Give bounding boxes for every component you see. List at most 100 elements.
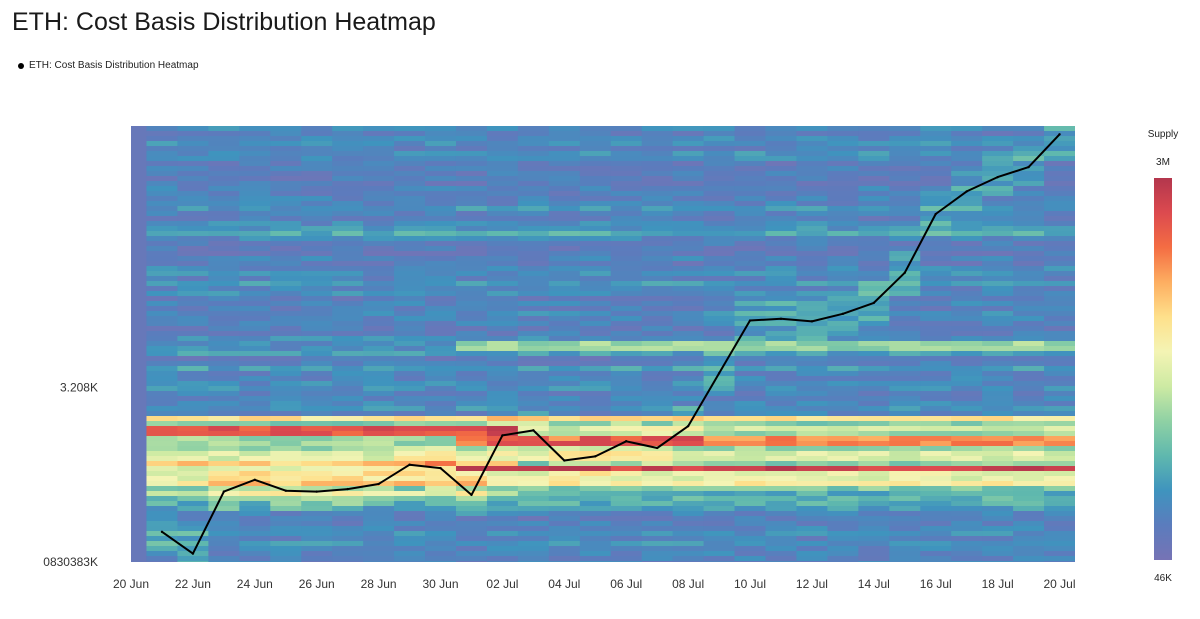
heatmap-cell	[1013, 431, 1045, 437]
heatmap-cell	[827, 131, 859, 137]
heatmap-cell	[332, 196, 364, 202]
heatmap-cell	[455, 441, 488, 447]
heatmap-cell	[765, 211, 797, 217]
heatmap-cell	[703, 461, 736, 467]
heatmap-cell	[765, 456, 797, 462]
heatmap-cell	[889, 426, 921, 432]
heatmap-cell	[517, 226, 550, 232]
heatmap-cell	[796, 386, 828, 392]
heatmap-cell	[332, 531, 364, 537]
heatmap-cell	[146, 316, 178, 322]
heatmap-cell	[548, 451, 581, 457]
heatmap-cell	[146, 391, 178, 397]
heatmap-cell	[177, 471, 209, 477]
heatmap-cell	[579, 211, 612, 217]
heatmap-cell	[301, 156, 333, 162]
heatmap-cell	[920, 501, 952, 507]
heatmap-cell	[641, 561, 674, 562]
heatmap-cell	[920, 476, 952, 482]
heatmap-cell	[239, 296, 271, 302]
heatmap-cell	[641, 451, 674, 457]
heatmap-cell	[363, 561, 395, 562]
heatmap-cell	[982, 531, 1014, 537]
heatmap-cell	[827, 481, 859, 487]
heatmap-cell	[301, 396, 333, 402]
heatmap-cell	[1044, 546, 1075, 552]
heatmap-cell	[703, 321, 736, 327]
heatmap-cell	[301, 446, 333, 452]
heatmap-cell	[332, 296, 364, 302]
heatmap-cell	[146, 506, 178, 512]
heatmap-cell	[796, 291, 828, 297]
heatmap-cell	[610, 321, 643, 327]
heatmap-cell	[208, 361, 240, 367]
heatmap-cell	[579, 251, 612, 257]
heatmap-cell	[827, 306, 859, 312]
heatmap-cell	[579, 366, 612, 372]
heatmap-cell	[239, 511, 271, 517]
heatmap-cell	[1044, 541, 1075, 547]
heatmap-cell	[239, 176, 271, 182]
heatmap-cell	[270, 211, 302, 217]
heatmap-cell	[951, 336, 983, 342]
heatmap-cell	[951, 561, 983, 562]
heatmap-cell	[486, 231, 519, 237]
heatmap-cell	[486, 551, 519, 557]
heatmap-cell	[1044, 296, 1075, 302]
heatmap-cell	[703, 446, 736, 452]
price-point	[594, 455, 597, 458]
heatmap-cell	[270, 126, 302, 132]
heatmap-cell	[301, 216, 333, 222]
heatmap-cell	[486, 386, 519, 392]
heatmap-cell	[548, 136, 581, 142]
heatmap-cell	[796, 316, 828, 322]
heatmap-cell	[177, 351, 209, 357]
heatmap-cell	[146, 241, 178, 247]
heatmap-cell	[332, 426, 364, 432]
heatmap-cell	[703, 156, 736, 162]
chart-legend[interactable]: ETH: Cost Basis Distribution Heatmap	[18, 60, 199, 71]
heatmap-cell	[920, 431, 952, 437]
heatmap-cell	[641, 301, 674, 307]
heatmap-cell	[920, 521, 952, 527]
heatmap-cell	[239, 286, 271, 292]
heatmap-cell	[270, 141, 302, 147]
heatmap-cell	[796, 226, 828, 232]
heatmap-cell	[1044, 391, 1075, 397]
heatmap-cell	[734, 331, 766, 337]
heatmap-cell	[208, 301, 240, 307]
heatmap-cell	[517, 506, 550, 512]
heatmap-cell	[982, 286, 1014, 292]
heatmap-cell	[332, 466, 364, 472]
heatmap-cell	[703, 436, 736, 442]
colorbar: Supply 3M 46K	[1148, 129, 1179, 584]
heatmap-cell	[796, 451, 828, 457]
heatmap-cell	[858, 556, 890, 562]
heatmap-cell	[425, 456, 457, 462]
heatmap-cell	[579, 491, 612, 497]
heatmap-cell	[765, 476, 797, 482]
heatmap-cell	[703, 516, 736, 522]
heatmap-cell	[796, 146, 828, 152]
heatmap-cell	[146, 516, 178, 522]
heatmap-cell	[208, 486, 240, 492]
heatmap-cell	[517, 371, 550, 377]
heatmap-cell	[1013, 291, 1045, 297]
heatmap-cell	[641, 131, 674, 137]
heatmap-cell	[517, 306, 550, 312]
heatmap-cell	[734, 151, 766, 157]
heatmap-cell	[548, 476, 581, 482]
heatmap-cell	[982, 361, 1014, 367]
heatmap-cell	[301, 271, 333, 277]
heatmap-cell	[734, 411, 766, 417]
heatmap-cell	[301, 311, 333, 317]
heatmap-cell	[796, 406, 828, 412]
heatmap-cell	[765, 361, 797, 367]
heatmap-cell	[146, 216, 178, 222]
heatmap-cell	[672, 316, 705, 322]
heatmap-cell	[270, 421, 302, 427]
heatmap-cell	[146, 196, 178, 202]
heatmap-cell	[858, 461, 890, 467]
heatmap-cell	[858, 421, 890, 427]
heatmap-cell	[208, 546, 240, 552]
